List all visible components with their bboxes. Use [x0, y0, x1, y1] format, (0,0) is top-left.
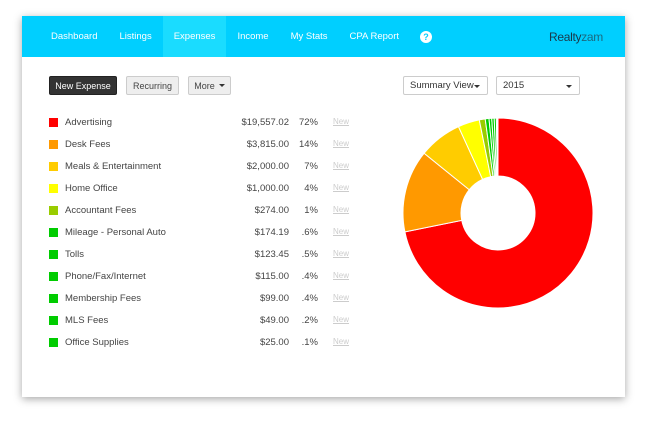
- color-swatch: [49, 294, 58, 303]
- expense-row[interactable]: Tolls $123.45 .5% New: [49, 248, 349, 262]
- expense-amount: $115.00: [255, 271, 289, 282]
- expense-percent: 1%: [304, 205, 318, 216]
- color-swatch: [49, 184, 58, 193]
- expense-amount: $123.45: [254, 249, 289, 260]
- expense-percent: .4%: [301, 293, 318, 304]
- expense-amount: $49.00: [259, 315, 289, 326]
- expense-percent: .4%: [301, 271, 318, 282]
- expense-row[interactable]: Home Office $1,000.00 4% New: [49, 182, 349, 196]
- new-expense-link[interactable]: New: [333, 227, 350, 236]
- new-expense-link[interactable]: New: [333, 205, 350, 214]
- new-expense-link[interactable]: New: [333, 249, 350, 258]
- new-expense-link[interactable]: New: [333, 271, 350, 280]
- nav-tab-my-stats[interactable]: My Stats: [290, 31, 328, 42]
- logo[interactable]: Realtyzam: [549, 30, 603, 44]
- expense-label: Mileage - Personal Auto: [65, 227, 166, 238]
- new-expense-link[interactable]: New: [333, 315, 350, 324]
- new-expense-link[interactable]: New: [333, 337, 350, 346]
- logo-text-a: Realty: [549, 30, 582, 44]
- expense-label: Tolls: [65, 249, 85, 260]
- color-swatch: [49, 118, 58, 127]
- expense-label: Office Supplies: [65, 337, 129, 348]
- color-swatch: [49, 338, 58, 347]
- expense-amount: $19,557.02: [241, 117, 289, 128]
- expense-amount: $3,815.00: [246, 139, 289, 150]
- expense-percent: .2%: [301, 315, 318, 326]
- color-swatch: [49, 206, 58, 215]
- new-expense-link[interactable]: New: [333, 161, 350, 170]
- caret-down-icon: [566, 85, 572, 88]
- color-swatch: [49, 250, 58, 259]
- more-button[interactable]: More: [188, 76, 231, 95]
- expense-label: Phone/Fax/Internet: [65, 271, 146, 282]
- main-card: Dashboard Listings Expenses Income My Stats C…: [22, 16, 625, 397]
- expense-label: Accountant Fees: [65, 205, 137, 216]
- color-swatch: [49, 140, 58, 149]
- expense-row[interactable]: MLS Fees $49.00 .2% New: [49, 314, 349, 328]
- expense-label: MLS Fees: [65, 315, 109, 326]
- expense-label: Home Office: [65, 183, 118, 194]
- new-expense-link[interactable]: New: [333, 293, 350, 302]
- expense-row[interactable]: Meals & Entertainment $2,000.00 7% New: [49, 160, 349, 174]
- expense-amount: $25.00: [259, 337, 289, 348]
- expense-percent: .1%: [301, 337, 318, 348]
- nav-tab-dashboard[interactable]: Dashboard: [51, 31, 98, 42]
- expense-label: Membership Fees: [65, 293, 142, 304]
- expense-label: Desk Fees: [65, 139, 111, 150]
- expense-label: Advertising: [65, 117, 112, 128]
- expense-amount: $2,000.00: [246, 161, 289, 172]
- caret-down-icon: [218, 84, 225, 87]
- new-expense-button[interactable]: New Expense: [49, 76, 117, 95]
- expense-row[interactable]: Membership Fees $99.00 .4% New: [49, 292, 349, 306]
- expense-row[interactable]: Accountant Fees $274.00 1% New: [49, 204, 349, 218]
- expense-row[interactable]: Office Supplies $25.00 .1% New: [49, 336, 349, 350]
- expense-amount: $1,000.00: [246, 183, 289, 194]
- expense-percent: 72%: [298, 117, 318, 128]
- nav-tab-expenses[interactable]: Expenses: [162, 16, 227, 57]
- caret-down-icon: [474, 85, 480, 88]
- view-value: Summary View: [410, 80, 474, 91]
- year-select[interactable]: 2015: [496, 76, 580, 95]
- expense-percent: 4%: [304, 183, 318, 194]
- recurring-button[interactable]: Recurring: [126, 76, 179, 95]
- expense-row[interactable]: Mileage - Personal Auto $174.19 .6% New: [49, 226, 349, 240]
- expense-donut-chart: [402, 117, 594, 309]
- expense-percent: .6%: [301, 227, 318, 238]
- top-nav: Dashboard Listings Expenses Income My Stats C…: [22, 16, 625, 57]
- expense-row[interactable]: Advertising $19,557.02 72% New: [49, 116, 349, 130]
- expense-percent: 7%: [304, 161, 318, 172]
- donut-slice-advertising[interactable]: [404, 117, 594, 309]
- expense-row[interactable]: Desk Fees $3,815.00 14% New: [49, 138, 349, 152]
- expense-amount: $99.00: [259, 293, 289, 304]
- expense-percent: 14%: [298, 139, 318, 150]
- view-select[interactable]: Summary View: [403, 76, 488, 95]
- donut-slice-office-supplies[interactable]: [496, 117, 499, 177]
- color-swatch: [49, 316, 58, 325]
- new-expense-link[interactable]: New: [333, 183, 350, 192]
- color-swatch: [49, 228, 58, 237]
- more-label: More: [194, 80, 215, 91]
- expense-amount: $174.19: [254, 227, 289, 238]
- nav-tab-cpa-report[interactable]: CPA Report: [349, 31, 400, 42]
- expense-amount: $274.00: [254, 205, 289, 216]
- nav-tab-listings[interactable]: Listings: [119, 31, 152, 42]
- logo-text-b: zam: [581, 30, 603, 44]
- new-expense-link[interactable]: New: [333, 139, 350, 148]
- expense-row[interactable]: Phone/Fax/Internet $115.00 .4% New: [49, 270, 349, 284]
- expense-label: Meals & Entertainment: [65, 161, 162, 172]
- color-swatch: [49, 272, 58, 281]
- year-value: 2015: [503, 80, 525, 91]
- nav-tab-income[interactable]: Income: [237, 31, 269, 42]
- expense-percent: .5%: [301, 249, 318, 260]
- color-swatch: [49, 162, 58, 171]
- help-icon[interactable]: ?: [420, 30, 433, 43]
- new-expense-link[interactable]: New: [333, 117, 350, 126]
